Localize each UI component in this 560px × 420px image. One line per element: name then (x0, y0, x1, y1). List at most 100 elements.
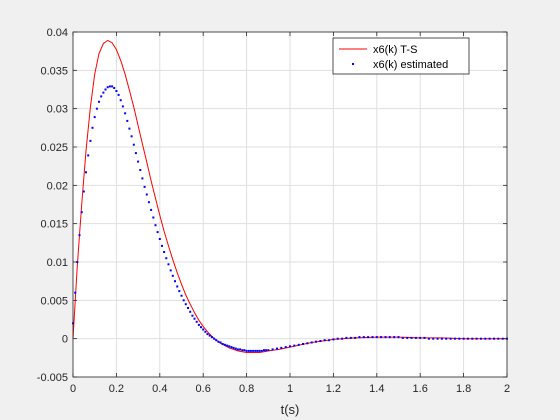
y-tick-label: 0.005 (40, 295, 68, 307)
x-tick-label: 0.4 (152, 383, 167, 395)
data-point (475, 337, 478, 340)
x-tick-label: 0 (70, 383, 76, 395)
data-point (410, 336, 413, 339)
data-point (265, 349, 268, 352)
data-point (260, 349, 263, 352)
data-point (74, 291, 77, 294)
data-point (121, 105, 124, 108)
data-point (258, 349, 261, 352)
data-point (293, 344, 296, 347)
data-point (176, 285, 179, 288)
data-point (427, 337, 430, 340)
data-point (156, 231, 159, 234)
data-point (93, 116, 96, 119)
data-point (221, 343, 224, 345)
data-point (466, 337, 469, 340)
data-point (191, 314, 194, 317)
data-point (332, 338, 335, 341)
data-point (349, 336, 352, 339)
data-point (124, 112, 127, 115)
legend-swatch-dot (352, 63, 354, 65)
data-point (245, 349, 248, 352)
data-point (440, 337, 443, 340)
data-point (315, 340, 317, 343)
data-point (226, 344, 229, 347)
data-point (462, 337, 465, 340)
data-point (78, 234, 81, 237)
legend-entry: x6(k) T-S (373, 44, 417, 56)
data-point (117, 93, 120, 96)
data-point (230, 346, 233, 349)
data-point (484, 337, 487, 340)
data-point (236, 348, 239, 351)
data-point (165, 257, 168, 260)
data-point (358, 336, 361, 339)
x-axis-label: t(s) (281, 402, 300, 417)
data-point (306, 342, 309, 345)
data-point (147, 201, 150, 204)
data-point (419, 336, 422, 339)
data-point (174, 280, 176, 283)
data-point (80, 211, 83, 214)
data-point (388, 336, 391, 339)
y-tick-label: 0.035 (40, 65, 68, 77)
data-point (234, 347, 237, 350)
data-point (195, 320, 198, 323)
data-point (241, 349, 244, 352)
data-point (284, 346, 287, 349)
data-point (471, 337, 474, 340)
data-point (280, 346, 283, 349)
data-point (106, 86, 109, 89)
data-point (223, 343, 226, 346)
data-point (297, 343, 300, 346)
data-point (100, 95, 103, 98)
data-point (423, 336, 426, 339)
data-point (323, 339, 326, 342)
data-point (145, 193, 148, 196)
data-point (143, 185, 146, 188)
data-point (252, 349, 255, 352)
legend-box (332, 37, 470, 75)
data-point (158, 238, 161, 240)
data-point (113, 87, 116, 89)
data-point (445, 337, 448, 340)
data-point (243, 349, 246, 352)
data-point (130, 135, 133, 138)
data-point (202, 328, 205, 331)
y-tick-label: 0.03 (47, 104, 68, 116)
data-point (197, 323, 200, 326)
data-point (150, 208, 153, 211)
data-point (436, 337, 439, 340)
data-point (271, 348, 274, 351)
data-point (132, 143, 135, 146)
data-point (98, 100, 100, 103)
data-point (108, 85, 111, 88)
x-tick-label: 1.8 (456, 383, 471, 395)
data-point (213, 337, 216, 340)
data-point (128, 127, 131, 130)
data-point (193, 317, 196, 320)
data-point (208, 334, 211, 337)
data-point (91, 126, 94, 129)
data-point (276, 347, 278, 350)
legend: x6(k) T-S x6(k) estimated (332, 37, 470, 75)
data-point (163, 251, 166, 253)
data-point (171, 274, 174, 277)
data-point (458, 337, 461, 340)
data-point (480, 337, 482, 340)
data-point (89, 139, 92, 142)
data-point (217, 340, 220, 343)
y-tick-label: -0.005 (37, 372, 68, 384)
data-point (119, 99, 122, 102)
x-tick-label: 2 (504, 383, 510, 395)
y-tick-label: 0.01 (47, 257, 68, 269)
data-point (345, 336, 348, 339)
data-point (187, 307, 189, 309)
data-point (254, 349, 257, 352)
data-point (161, 244, 163, 247)
data-point (380, 336, 383, 339)
data-point (87, 154, 90, 157)
data-point (256, 349, 259, 352)
data-point (263, 349, 265, 352)
x-tick-label: 1.4 (369, 383, 384, 395)
